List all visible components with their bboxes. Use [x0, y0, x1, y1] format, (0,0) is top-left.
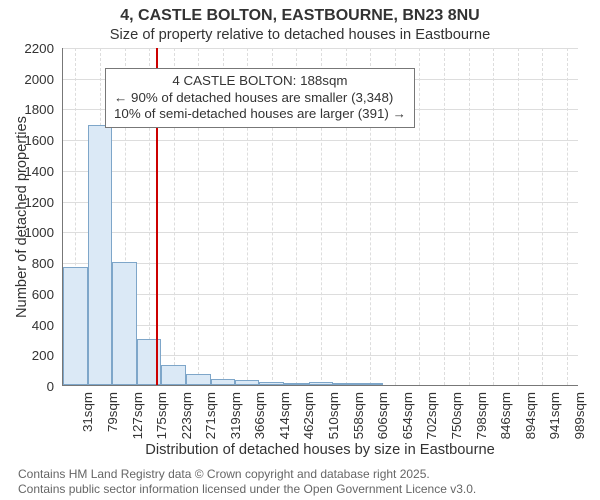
- histogram-bar: [63, 267, 88, 385]
- x-tick-label: 702sqm: [424, 392, 439, 442]
- x-tick-label: 606sqm: [375, 392, 390, 442]
- y-tick-label: 1400: [0, 164, 54, 179]
- x-tick-label: 319sqm: [228, 392, 243, 442]
- annotation-line: ← 90% of detached houses are smaller (3,…: [114, 90, 406, 107]
- chart-container: 4, CASTLE BOLTON, EASTBOURNE, BN23 8NU S…: [0, 0, 600, 500]
- x-tick-label: 175sqm: [154, 392, 169, 442]
- chart-subtitle: Size of property relative to detached ho…: [0, 26, 600, 44]
- gridline: [444, 48, 445, 385]
- gridline: [493, 48, 494, 385]
- x-tick-label: 271sqm: [203, 392, 218, 442]
- x-tick-label: 366sqm: [252, 392, 267, 442]
- x-tick-label: 750sqm: [449, 392, 464, 442]
- y-tick-label: 0: [0, 379, 54, 394]
- annotation-line: 4 CASTLE BOLTON: 188sqm: [114, 73, 406, 90]
- marker-annotation: 4 CASTLE BOLTON: 188sqm← 90% of detached…: [105, 68, 415, 128]
- y-axis-label: Number of detached properties: [14, 48, 30, 386]
- y-tick-label: 200: [0, 348, 54, 363]
- attribution-footer: Contains HM Land Registry data © Crown c…: [18, 467, 476, 496]
- chart-title-block: 4, CASTLE BOLTON, EASTBOURNE, BN23 8NU S…: [0, 6, 600, 44]
- y-tick-label: 1200: [0, 195, 54, 210]
- gridline: [518, 48, 519, 385]
- gridline: [567, 48, 568, 385]
- x-tick-label: 989sqm: [572, 392, 587, 442]
- x-tick-label: 414sqm: [277, 392, 292, 442]
- x-tick-label: 941sqm: [547, 392, 562, 442]
- histogram-bar: [112, 262, 137, 385]
- x-tick-label: 127sqm: [130, 392, 145, 442]
- y-tick-label: 600: [0, 287, 54, 302]
- histogram-bar: [186, 374, 211, 385]
- x-tick-label: 462sqm: [301, 392, 316, 442]
- y-tick-label: 400: [0, 318, 54, 333]
- x-tick-label: 510sqm: [326, 392, 341, 442]
- histogram-bar: [284, 383, 309, 385]
- gridline: [542, 48, 543, 385]
- histogram-bar: [235, 380, 259, 385]
- histogram-bar: [358, 383, 383, 385]
- histogram-bar: [309, 382, 334, 385]
- y-tick-label: 1600: [0, 133, 54, 148]
- x-tick-label: 798sqm: [474, 392, 489, 442]
- y-tick-label: 2000: [0, 72, 54, 87]
- histogram-bar: [259, 382, 284, 385]
- histogram-bar: [333, 383, 358, 385]
- annotation-line: 10% of semi-detached houses are larger (…: [114, 106, 406, 123]
- y-tick-label: 1800: [0, 102, 54, 117]
- histogram-bar: [161, 365, 186, 385]
- x-tick-label: 654sqm: [400, 392, 415, 442]
- chart-title: 4, CASTLE BOLTON, EASTBOURNE, BN23 8NU: [0, 6, 600, 26]
- histogram-bar: [88, 125, 113, 385]
- x-axis-label: Distribution of detached houses by size …: [62, 442, 578, 458]
- x-tick-label: 558sqm: [351, 392, 366, 442]
- gridline: [419, 48, 420, 385]
- x-tick-label: 223sqm: [179, 392, 194, 442]
- y-tick-label: 2200: [0, 41, 54, 56]
- x-tick-label: 846sqm: [498, 392, 513, 442]
- plot-area: 4 CASTLE BOLTON: 188sqm← 90% of detached…: [62, 48, 578, 386]
- footer-line: Contains public sector information licen…: [18, 482, 476, 496]
- footer-line: Contains HM Land Registry data © Crown c…: [18, 467, 476, 481]
- y-tick-label: 800: [0, 256, 54, 271]
- y-tick-label: 1000: [0, 225, 54, 240]
- histogram-bar: [211, 379, 236, 385]
- x-tick-label: 894sqm: [523, 392, 538, 442]
- x-tick-label: 79sqm: [105, 392, 120, 442]
- x-tick-label: 31sqm: [80, 392, 95, 442]
- gridline: [469, 48, 470, 385]
